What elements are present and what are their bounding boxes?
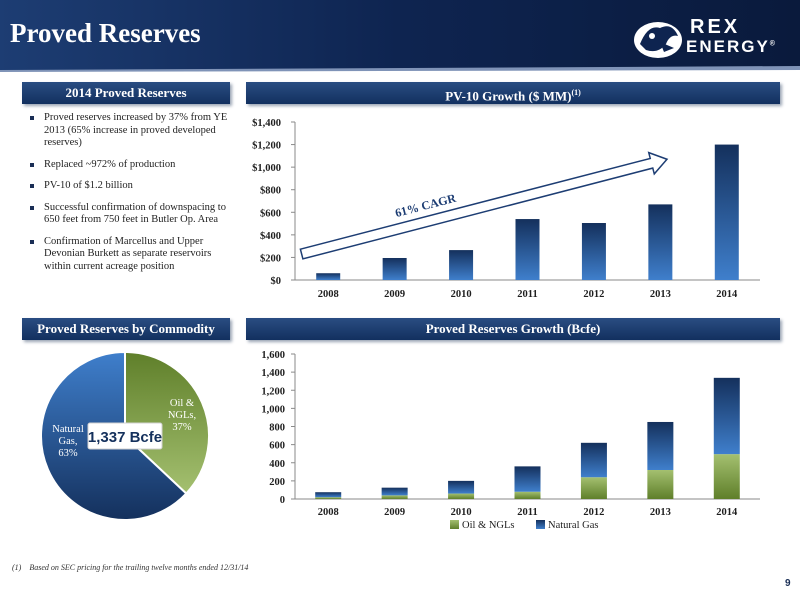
rex-energy-logo: REX ENERGY® bbox=[628, 12, 798, 64]
pie-slice bbox=[124, 350, 210, 495]
logo-text-rex: REX bbox=[690, 16, 741, 38]
growth-x-tick-label: 2009 bbox=[384, 507, 405, 518]
growth-x-tick-label: 2008 bbox=[318, 507, 339, 518]
header-bar: Proved Reserves REX ENERGY® bbox=[0, 0, 800, 72]
pie-slice-label-line: Gas, bbox=[59, 436, 78, 447]
growth-y-tick-label: 800 bbox=[269, 423, 285, 434]
reserves-bullet-list: Proved reserves increased by 37% from YE… bbox=[30, 112, 230, 282]
growth-y-tick-label: 400 bbox=[269, 459, 285, 470]
pie-slice-label-line: NGLs, bbox=[168, 410, 196, 421]
pv10-y-tick-label: $1,200 bbox=[252, 141, 281, 152]
bullet-item: Confirmation of Marcellus and Upper Devo… bbox=[30, 236, 230, 274]
page-title: Proved Reserves bbox=[10, 18, 201, 48]
pv10-x-tick-label: 2011 bbox=[517, 289, 537, 300]
reserves-growth-stacked-chart: 0 200 400 600 800 1,000 1,200 1,400 1,600 2008 200… bbox=[261, 350, 760, 531]
pv10-y-tick-label: $0 bbox=[271, 276, 282, 287]
pv10-y-tick-label: $200 bbox=[260, 253, 281, 264]
pv10-y-tick-label: $600 bbox=[260, 208, 281, 219]
growth-bar-segment bbox=[713, 454, 740, 499]
pv10-bar bbox=[316, 273, 341, 280]
growth-bar-segment bbox=[713, 377, 740, 455]
pv10-y-tick-label: $1,000 bbox=[252, 163, 281, 174]
pv10-bar bbox=[449, 250, 474, 280]
growth-x-tick-label: 2011 bbox=[517, 507, 537, 518]
bullet-item: PV-10 of $1.2 billion bbox=[30, 180, 230, 193]
growth-y-tick-label: 200 bbox=[269, 477, 285, 488]
logo-emblem-icon bbox=[634, 22, 682, 58]
pie-center-box bbox=[87, 422, 163, 450]
section-header-pv10: PV-10 Growth ($ MM)(1) bbox=[246, 82, 780, 104]
growth-bar-segment bbox=[647, 470, 674, 499]
pv10-x-tick-label: 2013 bbox=[650, 289, 671, 300]
growth-y-tick-label: 1,400 bbox=[261, 368, 285, 379]
pv10-x-tick-label: 2008 bbox=[318, 289, 339, 300]
growth-y-tick-label: 1,600 bbox=[261, 350, 285, 361]
pv10-y-tick-label: $1,400 bbox=[252, 118, 281, 129]
logo-text-energy-word: ENERGY bbox=[686, 37, 770, 56]
growth-bar-segment bbox=[381, 487, 408, 496]
pie-slice-label: Natural Gas, 63% bbox=[52, 424, 84, 459]
pv10-title-superscript: (1) bbox=[571, 88, 581, 97]
pie-slice-label-line: 63% bbox=[58, 448, 78, 459]
growth-bar-segment bbox=[448, 493, 475, 499]
pv10-bar bbox=[648, 204, 673, 280]
growth-y-tick-label: 0 bbox=[280, 495, 285, 506]
pv10-x-tick-label: 2010 bbox=[451, 289, 472, 300]
growth-bar-segment bbox=[514, 491, 541, 499]
growth-bar-segment bbox=[514, 466, 541, 492]
growth-bar-segment bbox=[315, 492, 342, 498]
legend-swatch bbox=[536, 520, 545, 529]
growth-x-tick-label: 2012 bbox=[583, 507, 604, 518]
growth-y-tick-label: 1,200 bbox=[261, 386, 285, 397]
growth-bar-segment bbox=[315, 497, 342, 499]
footnote: (1) Based on SEC pricing for the trailin… bbox=[12, 563, 249, 572]
pv10-bar bbox=[714, 144, 739, 280]
pv10-x-tick-label: 2012 bbox=[583, 289, 604, 300]
bullet-item: Successful confirmation of downspacing t… bbox=[30, 202, 230, 227]
logo-text-energy: ENERGY® bbox=[686, 37, 775, 57]
bullet-item: Proved reserves increased by 37% from YE… bbox=[30, 112, 230, 150]
pie-slice-label-line: Oil & bbox=[170, 398, 194, 409]
section-header-reserves-growth: Proved Reserves Growth (Bcfe) bbox=[246, 318, 780, 340]
legend-swatch bbox=[450, 520, 459, 529]
commodity-donut-chart: Oil & NGLs, 37%Natural Gas, 63%1,337 Bcfe bbox=[40, 350, 210, 521]
pv10-bar-chart: $0 $200 $400 $600 $800 $1,000 $1,200 $1,400 61% … bbox=[252, 118, 760, 300]
pie-slice-label-line: 37% bbox=[172, 422, 192, 433]
legend-label: Oil & NGLs bbox=[462, 520, 515, 531]
page-number: 9 bbox=[785, 578, 791, 589]
growth-bar-segment bbox=[580, 442, 607, 478]
legend-label: Natural Gas bbox=[548, 520, 598, 531]
pv10-y-tick-label: $400 bbox=[260, 231, 281, 242]
growth-bar-segment bbox=[381, 495, 408, 499]
pv10-bar bbox=[581, 223, 606, 280]
section-header-2014-reserves: 2014 Proved Reserves bbox=[22, 82, 230, 104]
pie-slice-label-line: Natural bbox=[52, 424, 84, 435]
growth-bar-segment bbox=[580, 477, 607, 499]
pv10-bar bbox=[382, 257, 407, 280]
growth-x-tick-label: 2013 bbox=[650, 507, 671, 518]
cagr-arrow-shape bbox=[299, 151, 669, 260]
cagr-arrow: 61% CAGR bbox=[299, 151, 669, 260]
growth-bar-segment bbox=[448, 480, 475, 494]
growth-x-tick-label: 2010 bbox=[451, 507, 472, 518]
pv10-bar bbox=[515, 219, 540, 280]
pv10-x-tick-label: 2009 bbox=[384, 289, 405, 300]
pie-center-label: 1,337 Bcfe bbox=[88, 429, 162, 446]
growth-x-tick-label: 2014 bbox=[716, 507, 738, 518]
growth-y-tick-label: 1,000 bbox=[261, 404, 285, 415]
pv10-title-text: PV-10 Growth ($ MM) bbox=[445, 88, 572, 104]
pie-slice-label: Oil & NGLs, 37% bbox=[168, 398, 196, 433]
growth-y-tick-label: 600 bbox=[269, 441, 285, 452]
growth-bar-segment bbox=[647, 421, 674, 470]
bullet-item: Replaced ~972% of production bbox=[30, 159, 230, 172]
pv10-y-tick-label: $800 bbox=[260, 186, 281, 197]
pv10-x-tick-label: 2014 bbox=[716, 289, 738, 300]
logo-registered-mark: ® bbox=[769, 40, 775, 48]
section-header-by-commodity: Proved Reserves by Commodity bbox=[22, 318, 230, 340]
